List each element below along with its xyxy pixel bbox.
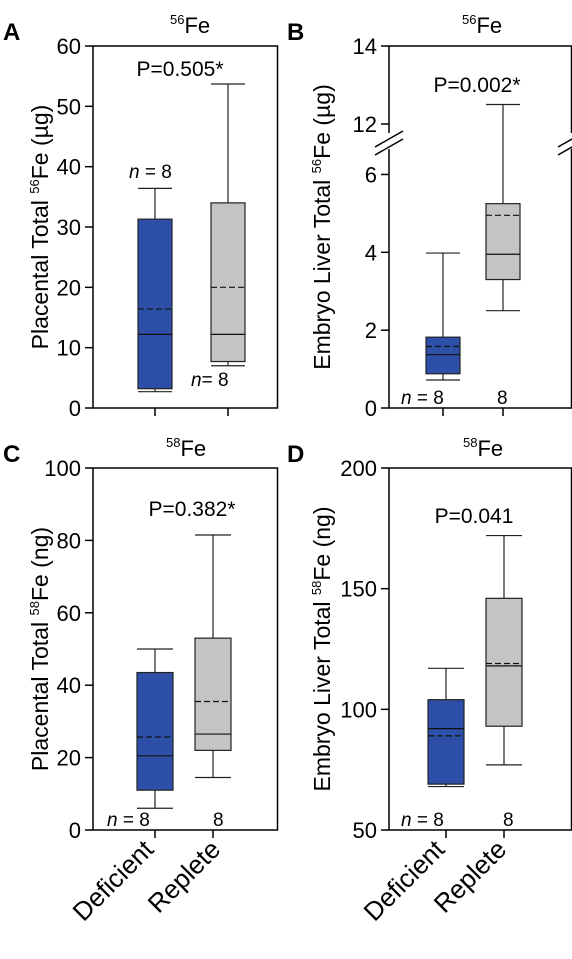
y-tick-label: 20 — [57, 746, 81, 771]
axis-break-mark — [557, 146, 572, 156]
axis-frame-lower — [388, 149, 572, 409]
n-label: 8 — [503, 810, 514, 831]
x-category-label: Deficient — [358, 833, 451, 926]
axis-break-mark — [557, 138, 572, 148]
y-tick-label: 10 — [57, 336, 81, 361]
panel-b: 0 2 4 6 12 14 B 56Fe Embryo Liver Total 56Fe (µg… — [287, 12, 572, 421]
p-value: P=0.041 — [435, 505, 514, 528]
n-label: n = 8 — [401, 810, 444, 831]
p-value: P=0.382* — [149, 498, 236, 521]
axis-break-mark — [374, 138, 404, 156]
y-axis-label: Placental Total 56Fe (µg) — [27, 105, 53, 350]
iqr-box — [485, 597, 523, 727]
y-tick-label: 0 — [69, 818, 81, 843]
iqr-box — [425, 336, 461, 375]
box-deficient — [136, 648, 174, 809]
plot-frame — [92, 45, 279, 409]
y-tick-label: 50 — [353, 818, 377, 843]
panel-title: 56Fe — [170, 12, 210, 38]
box-replete — [485, 534, 523, 766]
n-label: n= 8 — [191, 370, 229, 391]
p-value: P=0.002* — [434, 74, 521, 97]
iqr-box — [194, 637, 232, 751]
y-tick-label: 150 — [340, 577, 377, 602]
iqr-box — [210, 202, 246, 363]
x-category-label: Deficient — [67, 833, 160, 926]
y-tick-label: 40 — [57, 673, 81, 698]
y-tick-label: 50 — [57, 94, 81, 119]
panel-d: 50 100 150 200 D 58Fe Embryo Liver Total 58Fe … — [287, 435, 572, 843]
n-label: 8 — [213, 810, 224, 831]
panel-title: 56Fe — [462, 12, 502, 38]
n-label: n = 8 — [401, 388, 444, 409]
y-tick-label: 14 — [353, 34, 377, 59]
panel-title: 58Fe — [463, 435, 503, 461]
panel-a: 0 10 20 30 40 50 60 A 56Fe Placental Total 56Fe (… — [3, 12, 279, 421]
p-value: P=0.505* — [137, 58, 224, 81]
y-tick-label: 80 — [57, 528, 81, 553]
y-axis-label: Embryo Liver Total 56Fe (µg) — [309, 84, 335, 370]
box-replete — [194, 534, 232, 779]
axis-break-mark — [374, 130, 404, 148]
panel-label: C — [3, 441, 20, 468]
panel-title: 58Fe — [166, 435, 206, 461]
y-tick-label: 100 — [340, 697, 377, 722]
y-tick-label: 0 — [365, 396, 377, 421]
y-tick-label: 12 — [353, 112, 377, 137]
plot-frame — [92, 467, 279, 831]
iqr-box — [427, 699, 465, 785]
panel-label: A — [3, 19, 20, 46]
y-tick-label: 20 — [57, 275, 81, 300]
box-replete — [210, 83, 246, 367]
n-label: 8 — [497, 388, 508, 409]
y-tick-label: 30 — [57, 215, 81, 240]
x-category-label: Replete — [142, 834, 227, 919]
panel-label: D — [287, 441, 304, 468]
panel-label: B — [287, 19, 304, 46]
box-replete — [485, 103, 521, 312]
y-tick-label: 4 — [365, 240, 377, 265]
y-tick-label: 2 — [365, 318, 377, 343]
panel-c: 0 20 40 60 80 100 C 58Fe Placental Total 58Fe (n… — [3, 435, 279, 843]
box-deficient — [137, 187, 173, 393]
y-tick-label: 60 — [57, 34, 81, 59]
y-tick-label: 0 — [69, 396, 81, 421]
iqr-box — [137, 218, 173, 390]
y-tick-label: 6 — [365, 162, 377, 187]
y-axis-label: Embryo Liver Total 58Fe (ng) — [309, 506, 335, 791]
box-deficient — [425, 252, 461, 381]
y-tick-label: 100 — [44, 456, 81, 481]
n-label: n = 8 — [107, 810, 150, 831]
y-tick-label: 200 — [340, 456, 377, 481]
y-axis-label: Placental Total 58Fe (ng) — [27, 527, 53, 771]
y-tick-label: 40 — [57, 155, 81, 180]
box-deficient — [427, 667, 465, 788]
y-tick-label: 60 — [57, 601, 81, 626]
iqr-box — [136, 671, 174, 791]
n-label: n = 8 — [129, 162, 172, 183]
iqr-box — [485, 203, 521, 281]
